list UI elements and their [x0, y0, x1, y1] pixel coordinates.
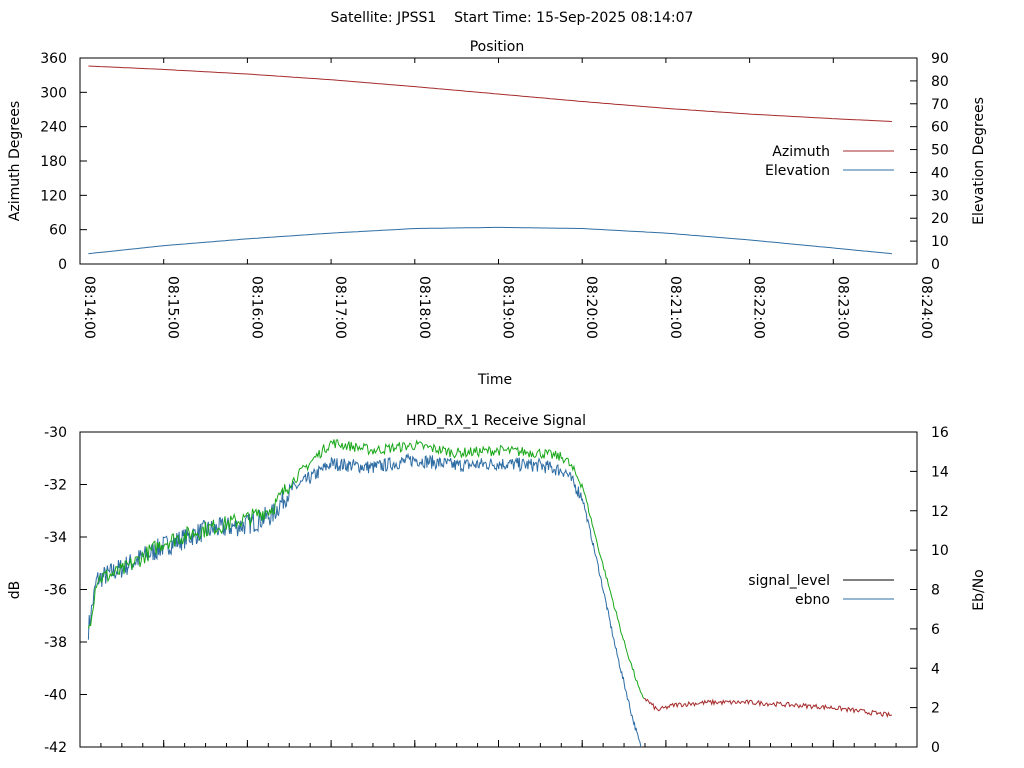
receive-signal-chart: HRD_RX_1 Receive Signal dB Eb/No -42 -40 -…: [7, 413, 987, 756]
y2-tick-label: 60: [931, 120, 949, 136]
legend-label-elevation: Elevation: [765, 163, 830, 179]
y-tick-label: 180: [40, 154, 67, 170]
signal-level-line-locked: [87, 439, 645, 699]
y2-tick-label: 20: [931, 211, 949, 227]
y-tick-label: -32: [44, 478, 67, 494]
y-tick-label: -40: [44, 688, 67, 704]
ebno-line: [87, 452, 642, 748]
x-tick-label: 08:23:00: [834, 276, 850, 339]
legend-label-ebno: ebno: [795, 592, 830, 608]
y2-tick-label: 40: [931, 165, 949, 181]
x-tick-label: 08:14:00: [81, 276, 97, 339]
legend-label-signal_level: signal_level: [748, 573, 830, 589]
receive-signal-title: HRD_RX_1 Receive Signal: [406, 413, 586, 429]
x-tick-label: 08:17:00: [332, 276, 348, 339]
y-tick-label: -42: [44, 740, 67, 756]
y2-tick-label: 80: [931, 74, 949, 90]
y2-tick-label: 10: [931, 543, 949, 559]
y-tick-label: 120: [40, 188, 67, 204]
y-tick-label: 300: [40, 85, 67, 101]
y2-tick-label: 50: [931, 143, 949, 159]
position-y2label: Elevation Degrees: [971, 97, 987, 225]
signal-level-line-unlocked: [643, 698, 893, 718]
elevation-line: [88, 226, 892, 255]
y2-tick-label: 12: [931, 504, 949, 520]
receive-signal-y2label: Eb/No: [971, 569, 987, 611]
receive-signal-ylabel: dB: [7, 581, 23, 600]
y2-tick-label: 8: [931, 583, 940, 599]
y2-tick-label: 0: [931, 257, 940, 273]
x-tick-label: 08:18:00: [416, 276, 432, 339]
x-tick-label: 08:21:00: [667, 276, 683, 339]
y2-tick-label: 90: [931, 51, 949, 67]
y2-tick-label: 0: [931, 740, 940, 756]
x-tick-label: 08:16:00: [248, 276, 264, 339]
y-tick-label: 240: [40, 120, 67, 136]
y2-tick-label: 14: [931, 464, 949, 480]
position-plot-frame: [79, 57, 918, 265]
y2-tick-label: 70: [931, 97, 949, 113]
figure-header: Satellite: JPSS1 Start Time: 15-Sep-2025…: [331, 10, 694, 26]
position-chart: Position Time Azimuth Degrees Elevation …: [7, 39, 987, 388]
y2-tick-label: 30: [931, 188, 949, 204]
y-tick-label: -34: [44, 530, 67, 546]
azimuth-line: [88, 65, 892, 122]
y2-tick-label: 2: [931, 701, 940, 717]
y2-tick-label: 16: [931, 425, 949, 441]
x-tick-label: 08:22:00: [751, 276, 767, 339]
y2-tick-label: 4: [931, 661, 940, 677]
position-ylabel: Azimuth Degrees: [7, 101, 23, 221]
position-title: Position: [470, 39, 525, 55]
y-tick-label: -36: [44, 583, 67, 599]
x-tick-label: 08:15:00: [165, 276, 181, 339]
x-tick-label: 08:19:00: [500, 276, 516, 339]
x-tick-label: 08:24:00: [918, 276, 934, 339]
x-tick-label: 08:20:00: [583, 276, 599, 339]
y-tick-label: 60: [49, 223, 67, 239]
y-tick-label: -30: [44, 425, 67, 441]
legend-label-azimuth: Azimuth: [772, 144, 830, 160]
y-tick-label: -38: [44, 635, 67, 651]
y-tick-label: 360: [40, 51, 67, 67]
receive-signal-plot-frame: [79, 431, 918, 748]
position-xlabel: Time: [477, 372, 512, 388]
y2-tick-label: 6: [931, 622, 940, 638]
y2-tick-label: 10: [931, 234, 949, 250]
y-tick-label: 0: [58, 257, 67, 273]
